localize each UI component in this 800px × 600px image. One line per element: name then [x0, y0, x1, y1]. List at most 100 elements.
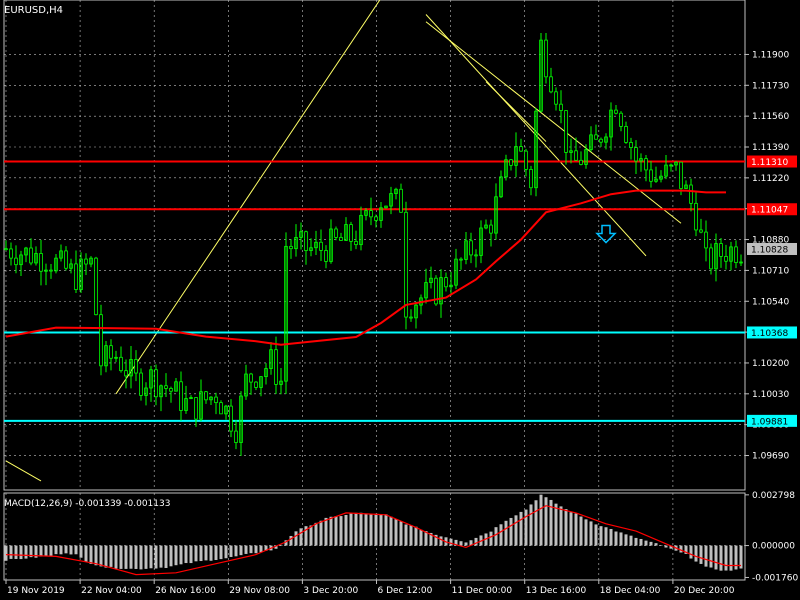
candle-body: [199, 391, 203, 420]
macd-histogram-bar: [179, 545, 183, 565]
macd-histogram-bar: [119, 545, 123, 569]
support-level-label: 1.10368: [751, 329, 788, 339]
resistance-level-tag: [747, 203, 797, 216]
candle-body: [484, 224, 488, 229]
macd-label: MACD(12,26,9) -0.001339 -0.001133: [4, 499, 170, 509]
macd-histogram-bar: [324, 517, 328, 546]
macd-histogram-bar: [54, 545, 58, 555]
candle-body: [704, 231, 708, 249]
time-tick-label: 11 Dec 00:00: [452, 586, 513, 596]
macd-pane: [4, 494, 743, 576]
candle-body: [534, 110, 538, 189]
main-frame: [3, 0, 746, 491]
candle-body: [649, 169, 653, 182]
macd-histogram-bar: [669, 545, 673, 549]
candle-body: [54, 257, 58, 272]
macd-histogram-bar: [579, 516, 583, 546]
candle-body: [194, 397, 198, 420]
macd-histogram-bar: [24, 545, 28, 559]
resistance-level-label: 1.11310: [751, 158, 788, 168]
candle-body: [514, 146, 518, 166]
macd-histogram-bar: [209, 545, 213, 561]
candle-body: [319, 241, 323, 251]
sell-arrow-icon: [595, 224, 617, 244]
macd-histogram-bar: [109, 545, 113, 567]
macd-histogram-bar: [344, 514, 348, 546]
macd-histogram-bar: [134, 545, 138, 569]
candle-body: [394, 188, 398, 194]
candle-body: [499, 176, 503, 198]
candle-body: [249, 373, 253, 383]
macd-histogram-bar: [354, 512, 358, 546]
macd-histogram-bar: [644, 540, 648, 546]
candle-body: [174, 381, 178, 392]
candle-body: [259, 376, 263, 388]
macd-histogram-bar: [9, 545, 13, 559]
macd-histogram-bar: [544, 497, 548, 546]
moving-average-line: [5, 189, 726, 346]
price-axis: 1.11900 1.11730 1.11560 1.11390 1.11220 1.110…: [745, 50, 798, 583]
moving-average: [5, 189, 726, 346]
candle-body: [139, 372, 143, 396]
candle-body: [339, 237, 343, 241]
macd-histogram-bar: [429, 532, 433, 546]
macd-histogram-bar: [389, 516, 393, 546]
candle-body: [429, 277, 433, 283]
macd-histogram-bar: [234, 545, 238, 557]
macd-histogram-bar: [454, 539, 458, 546]
macd-signal-line: [5, 505, 741, 576]
macd-histogram-bar: [249, 545, 253, 554]
price-tick-label: 1.10540: [752, 297, 789, 307]
macd-histogram-bar: [74, 545, 78, 555]
macd-tick-label: 0.000000: [752, 542, 795, 552]
macd-histogram-bar: [459, 541, 463, 546]
macd-histogram-bar: [189, 545, 193, 564]
candle-body: [364, 210, 368, 216]
candle-body: [154, 369, 158, 398]
resistance-level-tag: [747, 155, 797, 168]
macd-histogram-bar: [364, 513, 368, 546]
price-tick-label: 1.11220: [752, 174, 789, 184]
macd-histogram-bar: [254, 545, 258, 554]
price-tick-label: 1.10880: [752, 236, 789, 246]
macd-histogram-bar: [34, 545, 38, 558]
macd-histogram-bar: [624, 534, 628, 546]
candle-body: [159, 385, 163, 398]
candle-body: [569, 150, 573, 153]
candle-body: [214, 396, 218, 404]
macd-histogram-bar: [564, 509, 568, 546]
candle-body: [299, 231, 303, 238]
macd-histogram-bar: [554, 503, 558, 546]
candle-body: [584, 149, 588, 165]
macd-histogram-bar: [374, 513, 378, 546]
time-axis: 19 Nov 2019 22 Nov 04:00 26 Nov 16:00 29 No…: [5, 580, 735, 596]
horizontal-levels[interactable]: [4, 160, 745, 422]
macd-histogram-bar: [214, 545, 218, 560]
macd-histogram-bar: [619, 532, 623, 546]
candle-body: [579, 159, 583, 165]
candle-body: [719, 243, 723, 257]
macd-histogram-bar: [359, 512, 363, 546]
candle-body: [574, 150, 578, 161]
candle-body: [599, 138, 603, 143]
price-tick-label: 1.11390: [752, 143, 789, 153]
candle-body: [294, 237, 298, 250]
candle-body: [89, 257, 93, 265]
macd-histogram-bar: [379, 514, 383, 546]
candle-body: [84, 258, 88, 265]
candle-body: [489, 224, 493, 234]
candle-body: [354, 240, 358, 246]
macd-histogram-bar: [184, 545, 188, 564]
candle-body: [644, 158, 648, 171]
trendline: [5, 460, 42, 482]
macd-histogram-bar: [534, 500, 538, 546]
macd-histogram-bar: [424, 531, 428, 546]
macd-histogram-bar: [284, 540, 288, 546]
candle-body: [169, 388, 173, 392]
macd-histogram-bar: [349, 513, 353, 546]
macd-histogram-bar: [144, 545, 148, 569]
macd-histogram-bar: [414, 526, 418, 546]
candle-body: [129, 359, 133, 377]
macd-histogram-bar: [709, 545, 713, 568]
